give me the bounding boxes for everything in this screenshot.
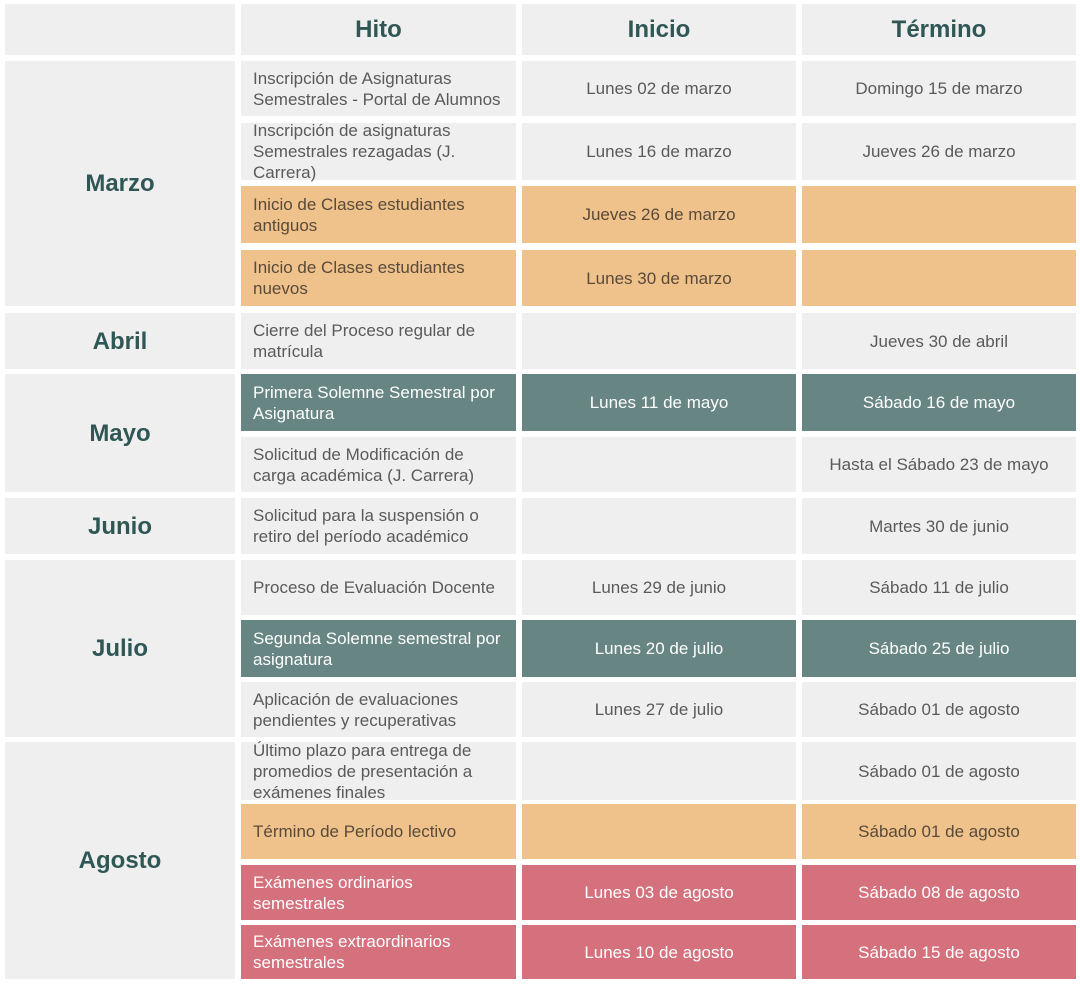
- start-date-cell: Lunes 10 de agosto: [522, 925, 796, 979]
- end-date-cell: Sábado 25 de julio: [802, 620, 1076, 677]
- end-date-cell: Martes 30 de junio: [802, 498, 1076, 554]
- header-corner-cell: [5, 4, 235, 55]
- milestone-cell: Inscripción de Asignaturas Semestrales -…: [241, 61, 516, 116]
- end-date-cell: Sábado 16 de mayo: [802, 374, 1076, 431]
- milestone-cell: Exámenes extraordinarios semestrales: [241, 925, 516, 979]
- header-termino: Término: [802, 4, 1076, 55]
- start-date-cell: Jueves 26 de marzo: [522, 186, 796, 243]
- end-date-cell: Domingo 15 de marzo: [802, 61, 1076, 116]
- end-date-cell: Hasta el Sábado 23 de mayo: [802, 437, 1076, 492]
- milestone-cell: Cierre del Proceso regular de matrícula: [241, 313, 516, 369]
- end-date-cell: Jueves 26 de marzo: [802, 123, 1076, 180]
- end-date-cell: [802, 186, 1076, 243]
- end-date-cell: Sábado 01 de agosto: [802, 804, 1076, 859]
- start-date-cell: [522, 313, 796, 369]
- start-date-cell: Lunes 29 de junio: [522, 560, 796, 615]
- milestone-cell: Inicio de Clases estudiantes nuevos: [241, 250, 516, 306]
- month-cell-mayo: Mayo: [5, 374, 235, 492]
- milestone-cell: Segunda Solemne semestral por asignatura: [241, 620, 516, 677]
- month-cell-junio: Junio: [5, 498, 235, 554]
- header-inicio: Inicio: [522, 4, 796, 55]
- end-date-cell: Sábado 11 de julio: [802, 560, 1076, 615]
- milestone-cell: Primera Solemne Semestral por Asignatura: [241, 374, 516, 431]
- start-date-cell: Lunes 30 de marzo: [522, 250, 796, 306]
- milestone-cell: Solicitud de Modificación de carga acadé…: [241, 437, 516, 492]
- start-date-cell: [522, 742, 796, 800]
- milestone-cell: Término de Período lectivo: [241, 804, 516, 859]
- start-date-cell: Lunes 03 de agosto: [522, 865, 796, 920]
- milestone-cell: Exámenes ordinarios semestrales: [241, 865, 516, 920]
- start-date-cell: Lunes 27 de julio: [522, 682, 796, 737]
- start-date-cell: Lunes 16 de marzo: [522, 123, 796, 180]
- end-date-cell: Sábado 15 de agosto: [802, 925, 1076, 979]
- end-date-cell: Sábado 01 de agosto: [802, 682, 1076, 737]
- header-hito: Hito: [241, 4, 516, 55]
- milestone-cell: Solicitud para la suspensión o retiro de…: [241, 498, 516, 554]
- month-cell-agosto: Agosto: [5, 742, 235, 979]
- month-cell-abril: Abril: [5, 313, 235, 369]
- milestone-cell: Último plazo para entrega de promedios d…: [241, 741, 516, 802]
- milestone-cell: Inicio de Clases estudiantes antiguos: [241, 186, 516, 243]
- month-cell-marzo: Marzo: [5, 61, 235, 306]
- start-date-cell: Lunes 20 de julio: [522, 620, 796, 677]
- start-date-cell: [522, 804, 796, 859]
- end-date-cell: Sábado 08 de agosto: [802, 865, 1076, 920]
- milestone-cell: Inscripción de asignaturas Semestrales r…: [241, 121, 516, 182]
- milestone-cell: Proceso de Evaluación Docente: [241, 560, 516, 615]
- start-date-cell: [522, 437, 796, 492]
- end-date-cell: [802, 250, 1076, 306]
- month-cell-julio: Julio: [5, 560, 235, 737]
- milestone-cell: Aplicación de evaluaciones pendientes y …: [241, 682, 516, 737]
- end-date-cell: Sábado 01 de agosto: [802, 742, 1076, 800]
- start-date-cell: [522, 498, 796, 554]
- start-date-cell: Lunes 02 de marzo: [522, 61, 796, 116]
- start-date-cell: Lunes 11 de mayo: [522, 374, 796, 431]
- end-date-cell: Jueves 30 de abril: [802, 313, 1076, 369]
